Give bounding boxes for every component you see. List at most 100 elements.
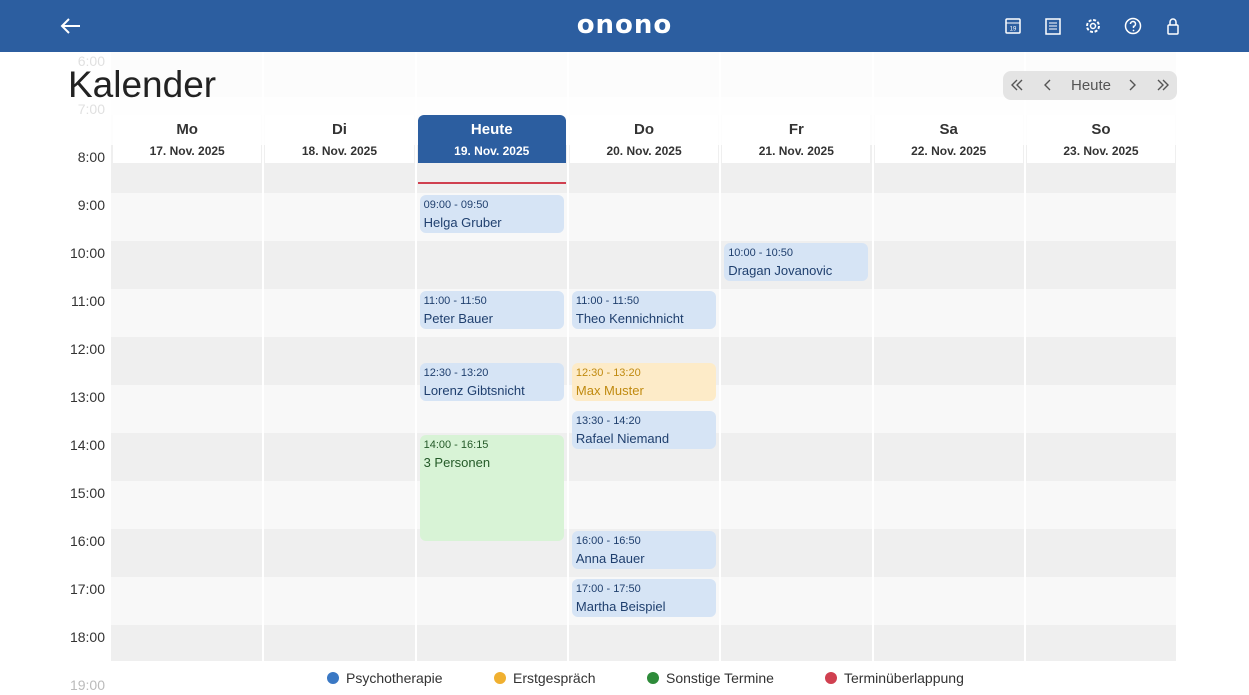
hour-label: 17:00 (69, 581, 105, 597)
day-date: 20. Nov. 2025 (606, 144, 682, 158)
appointment-time: 14:00 - 16:15 (423, 439, 489, 451)
hour-label: 12:00 (69, 341, 105, 357)
current-time-line (417, 182, 566, 184)
appointment-time: 16:00 - 16:50 (575, 535, 641, 547)
day-header[interactable]: Do 20. Nov. 2025 (569, 115, 719, 163)
day-name: Sa (939, 121, 958, 138)
date-navigation: Heute (1003, 71, 1177, 100)
day-header[interactable]: Sa 22. Nov. 2025 (874, 115, 1023, 163)
hour-label: 19:00 (69, 677, 105, 693)
day-date: 19. Nov. 2025 (454, 144, 530, 158)
hour-row (111, 625, 1176, 661)
day-name: Do (634, 121, 655, 138)
legend-label: Terminüberlappung (844, 670, 964, 686)
day-date: 22. Nov. 2025 (911, 144, 987, 158)
column-divider (1023, 52, 1026, 661)
svg-text:19: 19 (1010, 27, 1017, 33)
appointment[interactable]: 12:30 - 13:20 Lorenz Gibtsnicht (419, 363, 564, 401)
appointment[interactable]: 12:30 - 13:20 Max Muster (571, 363, 717, 401)
hour-label: 15:00 (69, 485, 105, 501)
hour-label: 16:00 (69, 533, 105, 549)
hour-label: 14:00 (69, 437, 105, 453)
day-date: 21. Nov. 2025 (758, 144, 834, 158)
hour-label: 8:00 (77, 149, 105, 165)
appointment[interactable]: 11:00 - 11:50 Theo Kennichnicht (571, 291, 717, 329)
prev-day-button[interactable] (1037, 75, 1057, 95)
hour-row (111, 193, 1176, 241)
hour-row (111, 241, 1176, 289)
legend-label: Sonstige Termine (666, 670, 774, 686)
day-name: Mo (176, 121, 198, 138)
column-divider (262, 52, 265, 661)
appointment-label: Dragan Jovanovic (728, 263, 833, 278)
column-divider (871, 52, 874, 661)
legend-dot (825, 672, 837, 684)
legend-label: Erstgespräch (513, 670, 596, 686)
day-name: Fr (788, 121, 804, 138)
appointment[interactable]: 09:00 - 09:50 Helga Gruber (419, 195, 564, 233)
next-week-button[interactable] (1153, 75, 1173, 95)
appointment-time: 11:00 - 11:50 (575, 295, 640, 307)
appointment[interactable]: 17:00 - 17:50 Martha Beispiel (571, 579, 717, 617)
appointment[interactable]: 10:00 - 10:50 Dragan Jovanovic (724, 243, 869, 281)
calendar-icon[interactable]: 19 (1001, 14, 1025, 38)
hour-label: 13:00 (69, 389, 105, 405)
hour-label: 11:00 (71, 293, 105, 309)
logo: onono (576, 10, 673, 40)
top-bar: onono 19 (0, 0, 1249, 52)
settings-icon[interactable] (1081, 14, 1105, 38)
lock-icon[interactable] (1161, 14, 1185, 38)
hour-row (111, 481, 1176, 529)
day-header[interactable]: Heute 19. Nov. 2025 (417, 115, 566, 163)
day-date: 23. Nov. 2025 (1063, 144, 1139, 158)
day-header[interactable]: So 23. Nov. 2025 (1026, 115, 1176, 163)
appointment-label: Theo Kennichnicht (575, 311, 684, 326)
column-divider (414, 52, 417, 661)
day-date: 18. Nov. 2025 (301, 144, 378, 158)
legend-item: Psychotherapie (327, 670, 443, 686)
today-button[interactable]: Heute (1071, 77, 1112, 94)
appointment-label: Helga Gruber (423, 215, 502, 230)
day-header[interactable]: Fr 21. Nov. 2025 (722, 115, 871, 163)
day-name: So (1091, 121, 1111, 138)
appointment[interactable]: 13:30 - 14:20 Rafael Niemand (571, 411, 717, 449)
column-divider (566, 52, 569, 661)
help-icon[interactable] (1121, 14, 1145, 38)
day-name: Heute (470, 121, 513, 138)
hour-label: 18:00 (69, 629, 105, 645)
legend-item: Terminüberlappung (825, 670, 964, 686)
appointment-label: Lorenz Gibtsnicht (423, 383, 525, 398)
prev-week-button[interactable] (1007, 75, 1027, 95)
appointment-label: Rafael Niemand (575, 431, 670, 446)
legend-dot (647, 672, 659, 684)
appointment[interactable]: 11:00 - 11:50 Peter Bauer (419, 291, 564, 329)
day-header[interactable]: Di 18. Nov. 2025 (265, 115, 414, 163)
column-divider (719, 52, 722, 661)
hour-label: 10:00 (69, 245, 105, 261)
page-title: Kalender (68, 64, 217, 105)
appointment-time: 09:00 - 09:50 (423, 199, 489, 211)
appointment-time: 12:30 - 13:20 (423, 367, 489, 379)
day-name: Di (331, 121, 347, 138)
appointment-time: 12:30 - 13:20 (575, 367, 641, 379)
appointment-time: 10:00 - 10:50 (728, 247, 794, 259)
appointment-label: Peter Bauer (423, 311, 493, 326)
appointment-label: Martha Beispiel (575, 599, 666, 614)
next-day-button[interactable] (1123, 75, 1143, 95)
legend-item: Sonstige Termine (647, 670, 774, 686)
hour-label: 9:00 (77, 197, 105, 213)
legend-dot (327, 672, 339, 684)
appointment-time: 17:00 - 17:50 (575, 583, 641, 595)
appointment[interactable]: 14:00 - 16:15 3 Personen (419, 435, 564, 541)
appointment-label: 3 Personen (423, 455, 491, 470)
day-date: 17. Nov. 2025 (149, 144, 225, 158)
list-icon[interactable] (1041, 14, 1065, 38)
appointment-label: Max Muster (575, 383, 644, 398)
back-button[interactable] (58, 14, 84, 38)
legend-item: Erstgespräch (494, 670, 595, 686)
appointment-time: 11:00 - 11:50 (423, 295, 487, 307)
day-header[interactable]: Mo 17. Nov. 2025 (113, 115, 262, 163)
legend-label: Psychotherapie (346, 670, 443, 686)
appointment[interactable]: 16:00 - 16:50 Anna Bauer (571, 531, 717, 569)
